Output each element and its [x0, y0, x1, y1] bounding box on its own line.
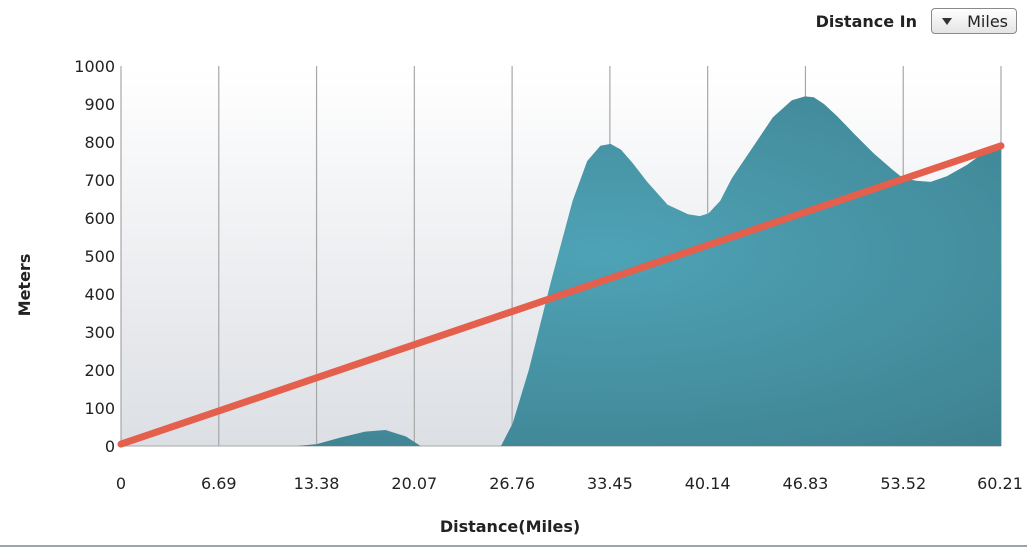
x-tick-label: 6.69 — [201, 474, 237, 493]
y-tick-label: 200 — [84, 361, 115, 380]
y-tick-label: 600 — [84, 209, 115, 228]
x-axis-label: Distance(Miles) — [440, 517, 580, 536]
y-tick-label: 0 — [105, 437, 115, 456]
unit-dropdown-value: Miles — [967, 11, 1008, 31]
y-tick-label: 1000 — [74, 57, 115, 76]
y-tick-label: 400 — [84, 285, 115, 304]
y-tick-label: 800 — [84, 133, 115, 152]
elevation-area — [121, 96, 1001, 447]
y-tick-label: 500 — [84, 247, 115, 266]
distance-in-label: Distance In — [815, 11, 917, 31]
x-tick-label: 33.45 — [587, 474, 633, 493]
y-tick-label: 700 — [84, 171, 115, 190]
y-axis-label: Meters — [15, 254, 34, 317]
x-axis-ticks: 0 6.69 13.38 20.07 26.76 33.45 40.14 46.83 53.52… — [116, 474, 1023, 493]
distance-unit-control: Distance In Miles — [816, 8, 1017, 34]
y-tick-label: 300 — [84, 323, 115, 342]
unit-dropdown[interactable]: Miles — [931, 8, 1017, 34]
caret-down-icon — [942, 17, 952, 25]
x-tick-label: 60.21 — [977, 474, 1023, 493]
y-tick-label: 100 — [84, 399, 115, 418]
x-tick-label: 20.07 — [391, 474, 437, 493]
y-tick-label: 900 — [84, 95, 115, 114]
y-axis-ticks: 0 100 200 300 400 500 600 700 800 900 1000 — [74, 57, 115, 456]
x-tick-label: 0 — [116, 474, 126, 493]
x-tick-label: 26.76 — [489, 474, 535, 493]
x-tick-label: 40.14 — [685, 474, 731, 493]
x-tick-label: 46.83 — [783, 474, 829, 493]
bottom-border — [0, 545, 1027, 547]
x-tick-label: 53.52 — [880, 474, 926, 493]
x-tick-label: 13.38 — [294, 474, 340, 493]
trend-line — [117, 142, 1005, 448]
